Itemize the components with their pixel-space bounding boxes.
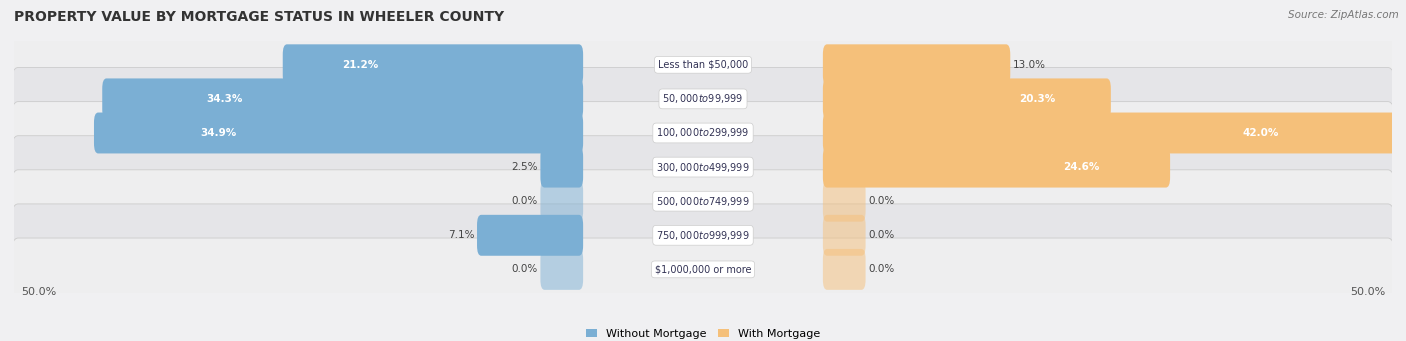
FancyBboxPatch shape (540, 147, 583, 188)
FancyBboxPatch shape (823, 78, 1111, 119)
FancyBboxPatch shape (11, 238, 1395, 301)
Text: $750,000 to $999,999: $750,000 to $999,999 (657, 229, 749, 242)
FancyBboxPatch shape (11, 204, 1395, 267)
FancyBboxPatch shape (103, 78, 583, 119)
Text: 0.0%: 0.0% (869, 264, 894, 275)
FancyBboxPatch shape (11, 33, 1395, 96)
FancyBboxPatch shape (11, 136, 1395, 198)
Text: 0.0%: 0.0% (869, 196, 894, 206)
Legend: Without Mortgage, With Mortgage: Without Mortgage, With Mortgage (582, 324, 824, 341)
FancyBboxPatch shape (823, 44, 1011, 85)
Text: $500,000 to $749,999: $500,000 to $749,999 (657, 195, 749, 208)
Text: $300,000 to $499,999: $300,000 to $499,999 (657, 161, 749, 174)
Text: 50.0%: 50.0% (1350, 286, 1385, 297)
Text: 0.0%: 0.0% (512, 264, 537, 275)
Text: 21.2%: 21.2% (342, 60, 378, 70)
Text: 13.0%: 13.0% (1012, 60, 1046, 70)
FancyBboxPatch shape (11, 170, 1395, 233)
Text: 34.9%: 34.9% (200, 128, 236, 138)
Text: $1,000,000 or more: $1,000,000 or more (655, 264, 751, 275)
FancyBboxPatch shape (283, 44, 583, 85)
Text: 2.5%: 2.5% (512, 162, 537, 172)
Text: 24.6%: 24.6% (1063, 162, 1099, 172)
Text: $50,000 to $99,999: $50,000 to $99,999 (662, 92, 744, 105)
Text: PROPERTY VALUE BY MORTGAGE STATUS IN WHEELER COUNTY: PROPERTY VALUE BY MORTGAGE STATUS IN WHE… (14, 10, 505, 24)
Text: Less than $50,000: Less than $50,000 (658, 60, 748, 70)
FancyBboxPatch shape (11, 102, 1395, 164)
FancyBboxPatch shape (540, 249, 583, 290)
FancyBboxPatch shape (94, 113, 583, 153)
FancyBboxPatch shape (823, 147, 1170, 188)
Text: 0.0%: 0.0% (512, 196, 537, 206)
Text: 34.3%: 34.3% (207, 94, 243, 104)
Text: 7.1%: 7.1% (447, 230, 474, 240)
FancyBboxPatch shape (823, 249, 866, 290)
FancyBboxPatch shape (823, 215, 866, 256)
Text: 20.3%: 20.3% (1019, 94, 1054, 104)
FancyBboxPatch shape (11, 68, 1395, 130)
FancyBboxPatch shape (477, 215, 583, 256)
Text: Source: ZipAtlas.com: Source: ZipAtlas.com (1288, 10, 1399, 20)
FancyBboxPatch shape (823, 181, 866, 222)
Text: 0.0%: 0.0% (869, 230, 894, 240)
FancyBboxPatch shape (540, 181, 583, 222)
Text: 42.0%: 42.0% (1243, 128, 1279, 138)
FancyBboxPatch shape (823, 113, 1406, 153)
Text: 50.0%: 50.0% (21, 286, 56, 297)
Text: $100,000 to $299,999: $100,000 to $299,999 (657, 127, 749, 139)
